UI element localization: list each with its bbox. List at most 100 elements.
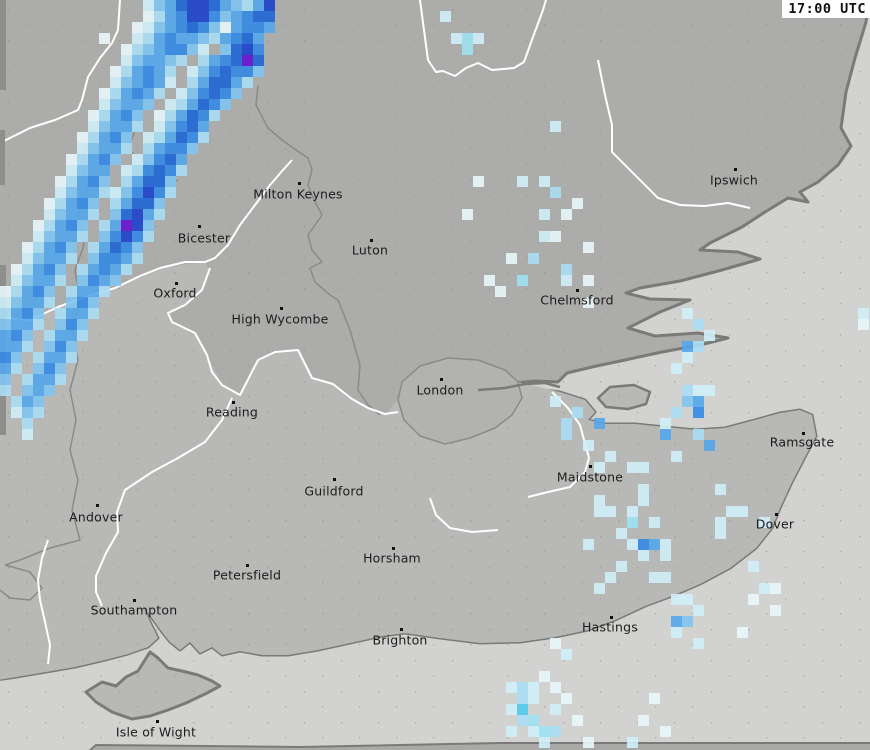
radar-cell (561, 275, 572, 286)
radar-cell (66, 209, 77, 220)
radar-cell (0, 319, 11, 330)
radar-cell (99, 176, 110, 187)
radar-cell (550, 187, 561, 198)
radar-cell (451, 33, 462, 44)
radar-cell (759, 583, 770, 594)
radar-cell (165, 0, 176, 11)
radar-cell (143, 11, 154, 22)
county-boundary (429, 497, 499, 533)
radar-cell (11, 275, 22, 286)
radar-cell (88, 110, 99, 121)
radar-cell (0, 352, 11, 363)
radar-cell (55, 341, 66, 352)
radar-cell (110, 209, 121, 220)
radar-cell (22, 242, 33, 253)
radar-cell (99, 121, 110, 132)
radar-cell (572, 715, 583, 726)
radar-cell (22, 418, 33, 429)
radar-cell (110, 99, 121, 110)
radar-cell (737, 627, 748, 638)
radar-cell (242, 44, 253, 55)
radar-cell (704, 440, 715, 451)
radar-cell (11, 352, 22, 363)
radar-cell (132, 198, 143, 209)
radar-cell (143, 165, 154, 176)
radar-cell (132, 33, 143, 44)
radar-cell (176, 143, 187, 154)
radar-cell (198, 33, 209, 44)
radar-cell (187, 110, 198, 121)
radar-cell (11, 363, 22, 374)
radar-cell (110, 220, 121, 231)
radar-cell (594, 462, 605, 473)
radar-cell (55, 198, 66, 209)
radar-cell (649, 517, 660, 528)
radar-cell (154, 110, 165, 121)
radar-cell (209, 55, 220, 66)
radar-cell (33, 286, 44, 297)
radar-cell (55, 352, 66, 363)
radar-cell (132, 22, 143, 33)
radar-cell (33, 407, 44, 418)
radar-cell (33, 231, 44, 242)
radar-cell (143, 22, 154, 33)
city-label-chelmsford: Chelmsford (540, 292, 614, 308)
radar-cell (517, 682, 528, 693)
radar-cell (143, 55, 154, 66)
radar-cell (165, 121, 176, 132)
radar-cell (88, 121, 99, 132)
radar-cell (209, 88, 220, 99)
radar-cell (176, 110, 187, 121)
radar-cell (462, 209, 473, 220)
radar-cell (165, 55, 176, 66)
radar-cell (77, 308, 88, 319)
radar-cell (77, 187, 88, 198)
city-label-ramsgate: Ramsgate (769, 434, 835, 450)
radar-cell (209, 66, 220, 77)
radar-cell (44, 352, 55, 363)
city-label-london: London (416, 382, 464, 398)
radar-cell (66, 286, 77, 297)
radar-cell (682, 385, 693, 396)
radar-cell (99, 143, 110, 154)
radar-cell (231, 88, 242, 99)
radar-cell (33, 352, 44, 363)
radar-cell (539, 737, 550, 748)
radar-cell (528, 726, 539, 737)
radar-cell (99, 275, 110, 286)
radar-cell (198, 11, 209, 22)
radar-cell (627, 517, 638, 528)
radar-cell (693, 341, 704, 352)
radar-cell (154, 176, 165, 187)
radar-cell (583, 539, 594, 550)
radar-cell (55, 374, 66, 385)
radar-cell (242, 0, 253, 11)
radar-cell (121, 253, 132, 264)
radar-cell (121, 88, 132, 99)
radar-cell (143, 44, 154, 55)
city-label-bicester: Bicester (177, 230, 231, 246)
radar-cell (77, 231, 88, 242)
radar-cell (660, 550, 671, 561)
city-dot (392, 547, 395, 550)
radar-cell (132, 242, 143, 253)
radar-cell (550, 396, 561, 407)
radar-cell (209, 0, 220, 11)
radar-cell (165, 33, 176, 44)
county-boundary (37, 539, 51, 665)
county-boundary (95, 397, 233, 607)
radar-cell (198, 77, 209, 88)
radar-cell (132, 99, 143, 110)
radar-cell (550, 704, 561, 715)
radar-cell (671, 407, 682, 418)
radar-cell (132, 165, 143, 176)
radar-cell (506, 726, 517, 737)
radar-cell (594, 583, 605, 594)
radar-cell (165, 165, 176, 176)
radar-cell (33, 297, 44, 308)
radar-cell (99, 220, 110, 231)
city-label-hastings: Hastings (582, 619, 638, 635)
radar-cell (55, 209, 66, 220)
radar-cell (616, 561, 627, 572)
